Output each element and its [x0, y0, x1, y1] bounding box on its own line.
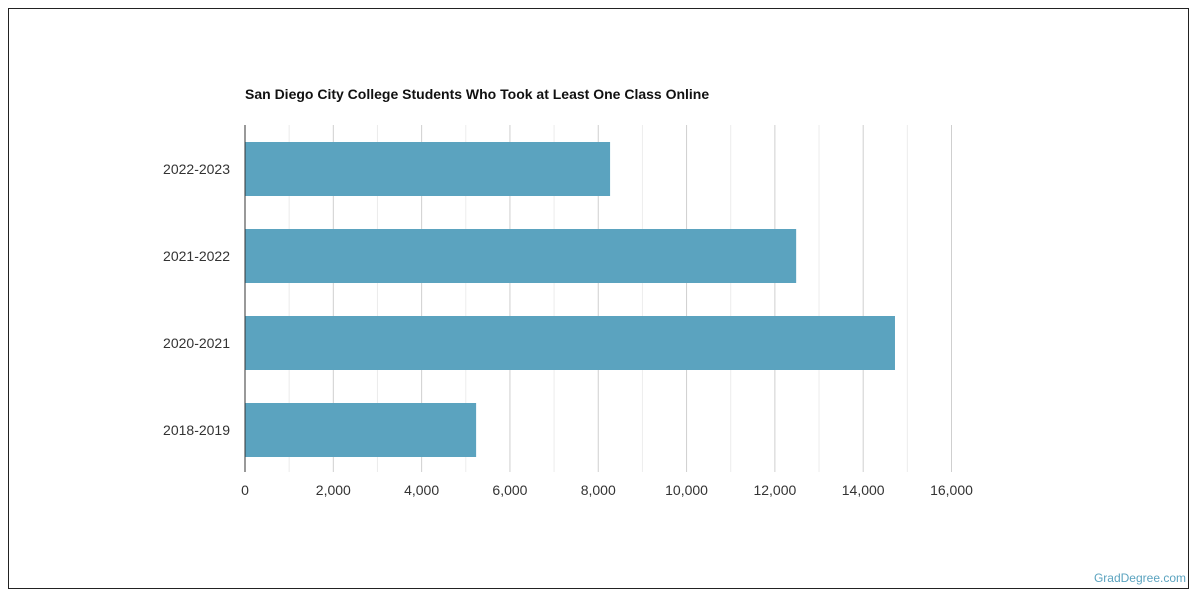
bar-2018-2019 — [245, 403, 477, 457]
x-tick-label: 14,000 — [842, 482, 885, 498]
category-label: 2018-2019 — [163, 422, 230, 438]
x-tick-label: 0 — [241, 482, 249, 498]
watermark-link[interactable]: GradDegree.com — [1093, 571, 1186, 585]
bar-2021-2022 — [245, 229, 797, 283]
x-tick-label: 16,000 — [930, 482, 973, 498]
category-label: 2020-2021 — [163, 335, 230, 351]
bar-2020-2021 — [245, 316, 895, 370]
x-tick-label: 2,000 — [316, 482, 351, 498]
x-tick-label: 10,000 — [665, 482, 708, 498]
x-tick-label: 4,000 — [404, 482, 439, 498]
x-tick-label: 6,000 — [492, 482, 527, 498]
x-tick-label: 8,000 — [581, 482, 616, 498]
category-label: 2021-2022 — [163, 248, 230, 264]
category-label: 2022-2023 — [163, 161, 230, 177]
x-tick-label: 12,000 — [753, 482, 796, 498]
bar-2022-2023 — [245, 142, 611, 196]
chart-title: San Diego City College Students Who Took… — [245, 86, 710, 102]
